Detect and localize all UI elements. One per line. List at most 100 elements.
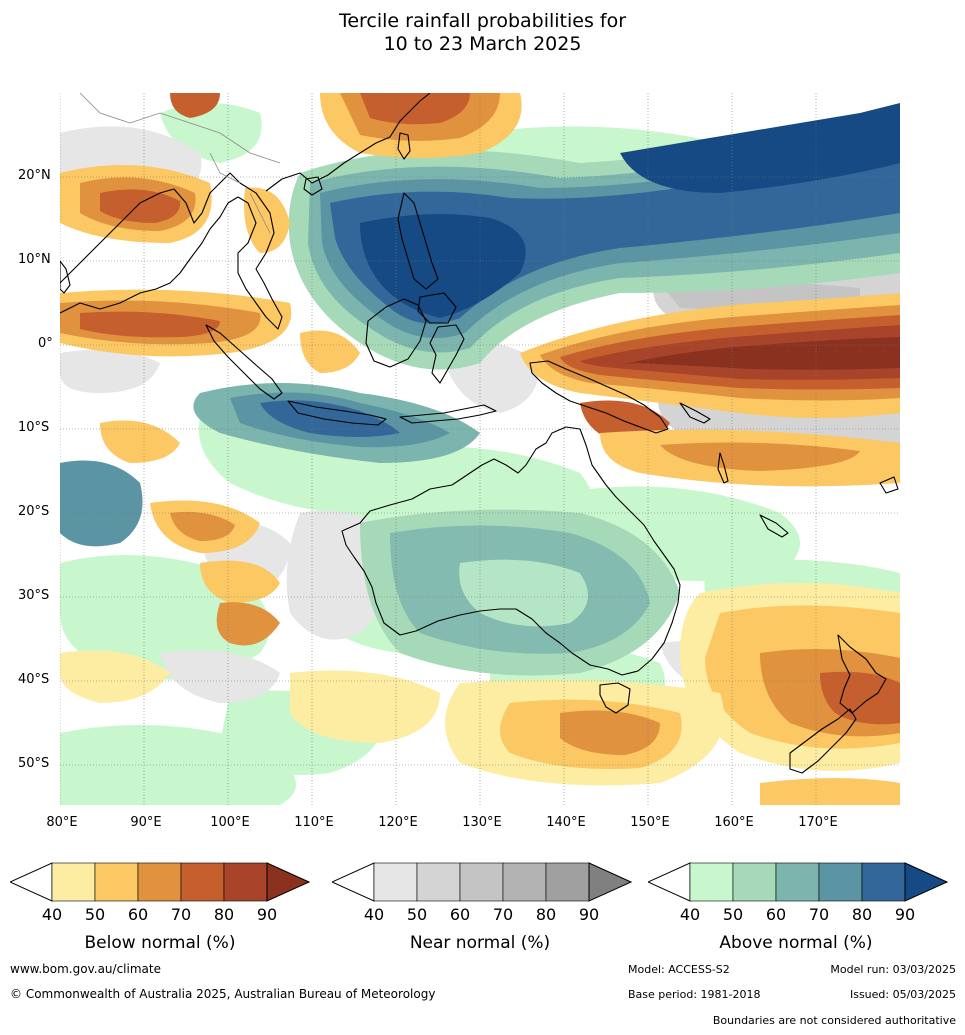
lat-label-40s: 40°S: [18, 672, 50, 687]
hainan-coast: [303, 176, 323, 196]
sri-lanka-coast: [60, 260, 71, 294]
colorbar-segment: [137, 862, 182, 902]
base-period-text: Base period: 1981-2018: [628, 988, 761, 1001]
colorbar-tick-label: 80: [535, 905, 557, 924]
new-caledonia-coast: [759, 514, 789, 538]
issued-text: Issued: 05/03/2025: [849, 988, 956, 1001]
nz-south-coast: [789, 708, 857, 774]
lat-label-20s: 20°S: [18, 504, 50, 519]
disclaimer-text: Boundaries are not considered authoritat…: [712, 1014, 956, 1027]
lat-label-10s: 10°S: [18, 420, 50, 435]
new-guinea-coast: [529, 360, 669, 434]
graticule: [60, 93, 900, 805]
lon-label-90e: 90°E: [130, 815, 162, 830]
colorbar-tick-label: 50: [722, 905, 744, 924]
nz-north-coast: [837, 634, 887, 714]
title-line-2: 10 to 23 March 2025: [383, 33, 582, 55]
fiji-coast: [879, 476, 899, 494]
colorbar-segment: [775, 862, 820, 902]
colorbar-svg: [330, 862, 633, 902]
below-normal-caption: Below normal (%): [84, 933, 236, 953]
below-normal-colorbar: [8, 862, 311, 906]
mindanao-coast: [417, 292, 457, 324]
colorbar-tick-label: 40: [363, 905, 385, 924]
lon-label-80e: 80°E: [46, 815, 78, 830]
colorbar-tick-label: 80: [851, 905, 873, 924]
taiwan-coast: [397, 132, 411, 160]
near-normal-caption: Near normal (%): [409, 933, 551, 953]
lon-label-160e: 160°E: [714, 815, 754, 830]
lon-label-140e: 140°E: [546, 815, 586, 830]
solomon-islands-coast: [679, 402, 711, 424]
colorbar-tick-label: 50: [84, 905, 106, 924]
colorbar-tick-label: 90: [578, 905, 600, 924]
colorbar-svg: [8, 862, 311, 902]
colorbar-min-extension: [8, 862, 53, 902]
china-coast: [265, 93, 431, 192]
colorbar-min-extension: [646, 862, 691, 902]
colorbar-max-extension: [266, 862, 311, 902]
lon-label-110e: 110°E: [294, 815, 334, 830]
copyright-text: © Commonwealth of Australia 2025, Austra…: [10, 987, 436, 1001]
philippines-coast: [397, 192, 439, 290]
colorbar-segment: [545, 862, 590, 902]
colorbar-min-extension: [330, 862, 375, 902]
colorbar-segment: [94, 862, 139, 902]
lat-label-0: 0°: [38, 336, 53, 351]
australia-coast: [341, 426, 681, 676]
coastlines: [60, 93, 899, 774]
colorbar-tick-label: 50: [406, 905, 428, 924]
colorbar-tick-label: 70: [808, 905, 830, 924]
colorbar-segment: [732, 862, 777, 902]
colorbar-max-extension: [904, 862, 949, 902]
colorbar-tick-label: 40: [679, 905, 701, 924]
colorbar-tick-label: 60: [127, 905, 149, 924]
model-run-text: Model run: 03/03/2025: [830, 963, 956, 976]
map-svg: [60, 93, 900, 805]
lon-label-170e: 170°E: [798, 815, 838, 830]
rainfall-map: [60, 93, 900, 805]
colorbar-segment: [180, 862, 225, 902]
java-coast: [287, 400, 387, 426]
above-normal-colorbar: [646, 862, 949, 906]
lon-label-100e: 100°E: [210, 815, 250, 830]
colorbar-tick-label: 60: [449, 905, 471, 924]
colorbar-tick-label: 90: [894, 905, 916, 924]
map-title: Tercile rainfall probabilities for 10 to…: [0, 10, 965, 56]
colorbar-svg: [646, 862, 949, 902]
borders: [79, 93, 281, 234]
colorbar-tick-label: 70: [492, 905, 514, 924]
lon-label-130e: 130°E: [462, 815, 502, 830]
colorbar-segment: [416, 862, 461, 902]
colorbar-max-extension: [588, 862, 633, 902]
colorbar-tick-label: 90: [256, 905, 278, 924]
website-link[interactable]: www.bom.gov.au/climate: [10, 962, 161, 976]
vanuatu-coast: [717, 452, 729, 484]
sulawesi-coast: [429, 324, 465, 384]
sumatra-coast: [205, 324, 283, 400]
colorbar-segment: [689, 862, 734, 902]
title-line-1: Tercile rainfall probabilities for: [338, 10, 627, 32]
colorbar-segment: [373, 862, 418, 902]
colorbar-segment: [459, 862, 504, 902]
timor-coast: [399, 404, 497, 424]
colorbar-tick-label: 60: [765, 905, 787, 924]
model-text: Model: ACCESS-S2: [628, 963, 730, 976]
lon-label-150e: 150°E: [630, 815, 670, 830]
above-normal-indonesia: [60, 383, 481, 547]
above-normal-australia: [360, 509, 680, 676]
colorbar-tick-label: 40: [41, 905, 63, 924]
colorbar-segment: [502, 862, 547, 902]
above-normal-caption: Above normal (%): [719, 933, 873, 953]
colorbar-segment: [51, 862, 96, 902]
borneo-coast: [365, 298, 427, 368]
lat-label-50s: 50°S: [18, 756, 50, 771]
tasmania-coast: [599, 682, 631, 714]
lat-label-30s: 30°S: [18, 588, 50, 603]
colorbar-tick-label: 80: [213, 905, 235, 924]
colorbar-segment: [861, 862, 906, 902]
colorbar-segment: [818, 862, 863, 902]
lon-label-120e: 120°E: [378, 815, 418, 830]
lat-label-10n: 10°N: [18, 252, 51, 267]
asia-coast: [60, 172, 283, 330]
